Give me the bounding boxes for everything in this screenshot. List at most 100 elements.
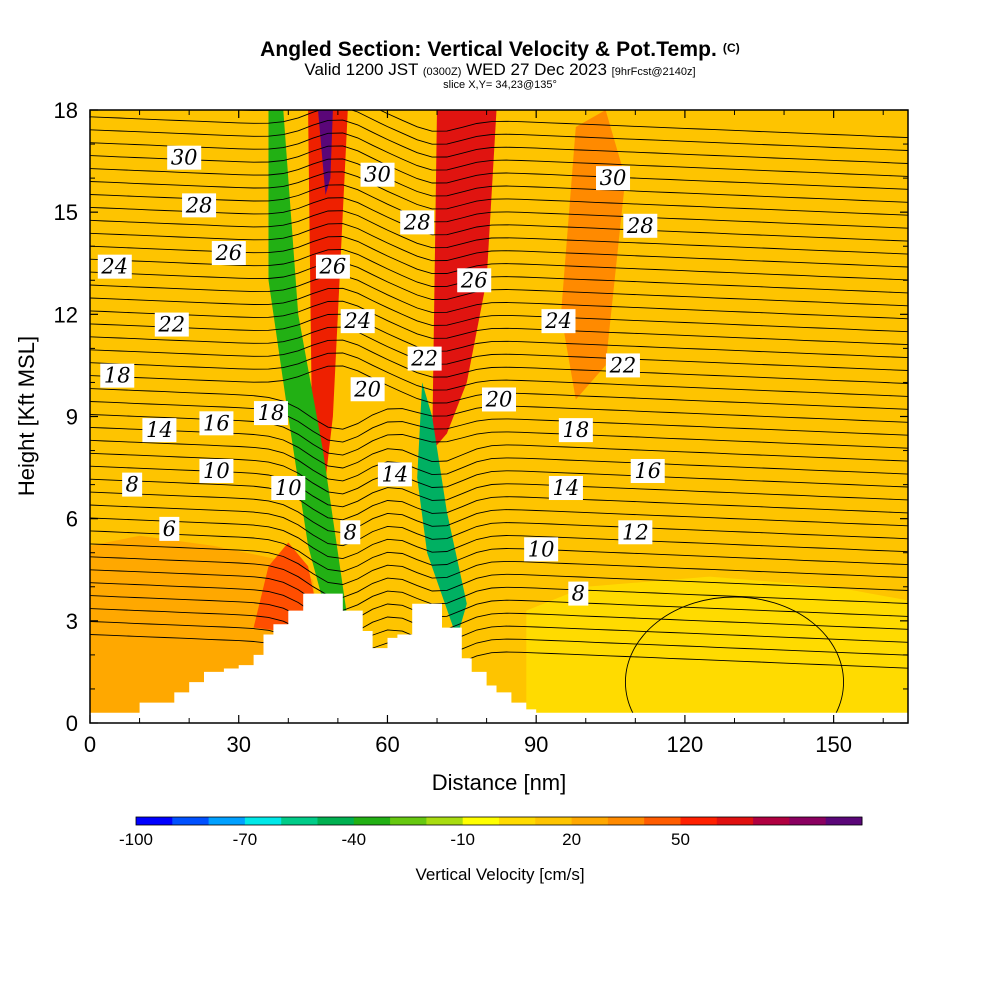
isentrope-line xyxy=(90,530,908,572)
isentrope-line xyxy=(90,145,908,190)
contour-label: 28 xyxy=(403,210,431,234)
isentrope-line xyxy=(90,110,908,151)
colorbar: -100 -70 -40 -10 20 50 xyxy=(119,816,863,849)
contour-label: 24 xyxy=(544,309,572,333)
contour-label: 30 xyxy=(364,163,391,187)
contour-label-box xyxy=(315,254,350,279)
isentrope-line xyxy=(90,197,908,242)
contour-label-box xyxy=(271,476,306,501)
title-block: Angled Section: Vertical Velocity & Pot.… xyxy=(0,36,1000,91)
isentrope-line xyxy=(90,621,908,663)
closed-contour xyxy=(625,596,844,723)
isentrope-line xyxy=(90,517,908,560)
isentrope-line xyxy=(90,491,908,534)
x-tick-label: 0 xyxy=(84,732,96,757)
contour-label: 16 xyxy=(634,459,661,483)
contour-label-box xyxy=(97,254,132,279)
contour-label-box xyxy=(457,268,492,293)
y-tick-label: 9 xyxy=(66,405,78,430)
contour-label-box xyxy=(340,309,375,334)
x-tick-label: 90 xyxy=(524,732,548,757)
contour-label: 8 xyxy=(572,582,585,606)
contour-label-box xyxy=(253,401,288,426)
y-tick-label: 6 xyxy=(66,507,78,532)
velocity-region-east-low xyxy=(526,576,908,723)
isentrope-line xyxy=(90,184,908,229)
contour-label-box xyxy=(618,520,653,545)
colorbar-swatch xyxy=(825,817,863,825)
colorbar-tick-label: -10 xyxy=(450,830,475,849)
contour-label: 18 xyxy=(258,401,285,425)
contour-label-box xyxy=(623,213,658,238)
valid-time: Valid 1200 JST xyxy=(304,60,419,79)
isentrope-line xyxy=(90,582,908,624)
contour-label-box xyxy=(407,346,442,371)
contour-label: 28 xyxy=(626,214,654,238)
isentrope-line xyxy=(90,326,908,371)
isentrope-line xyxy=(90,543,908,585)
y-tick-label: 0 xyxy=(66,711,78,736)
isentrope-line xyxy=(90,401,908,443)
colorbar-swatch xyxy=(462,817,500,825)
contour-label-box xyxy=(142,418,177,443)
y-axis-title: Height [Kft MSL] xyxy=(14,336,39,496)
isentrope-line xyxy=(90,119,908,164)
y-tick-label: 18 xyxy=(54,98,78,123)
copyright-mark: (C) xyxy=(722,41,740,55)
contour-label-box xyxy=(400,210,435,235)
isentrope-line xyxy=(227,110,908,139)
contour-label-box xyxy=(605,353,640,378)
potential-temperature-contours xyxy=(90,110,908,723)
colorbar-swatch xyxy=(317,817,355,825)
contour-label: 30 xyxy=(171,146,198,170)
y-axis: 0 3 6 9 12 15 18 xyxy=(54,98,908,736)
contour-label: 22 xyxy=(157,313,185,337)
isentrope-line xyxy=(90,595,908,637)
contour-label: 26 xyxy=(214,241,242,265)
colorbar-swatch xyxy=(753,817,790,825)
contour-label-box xyxy=(524,537,559,562)
isentrope-line xyxy=(90,608,908,650)
contour-label-box xyxy=(541,309,576,334)
contour-label-box xyxy=(340,520,361,545)
colorbar-frame xyxy=(135,816,863,826)
utc-time: (0300Z) xyxy=(422,66,462,78)
contour-label-box xyxy=(100,363,135,388)
x-tick-label: 30 xyxy=(226,732,250,757)
isentrope-line xyxy=(90,634,908,676)
contour-label: 14 xyxy=(146,418,173,442)
isentrope-line xyxy=(90,439,908,482)
contour-label: 30 xyxy=(600,166,627,190)
isentrope-line xyxy=(90,287,908,333)
colorbar-swatch xyxy=(535,817,573,825)
contour-label-box xyxy=(154,312,189,337)
contour-label: 20 xyxy=(485,387,513,411)
x-axis-title: Distance [nm] xyxy=(432,770,567,795)
colorbar-swatch xyxy=(353,817,391,825)
contour-label-box xyxy=(122,472,143,497)
isentrope-line xyxy=(90,504,908,547)
colorbar-swatch xyxy=(680,817,718,825)
isentrope-line xyxy=(90,339,908,384)
colorbar-swatch xyxy=(244,817,282,825)
isentrope-line xyxy=(90,478,908,521)
isentrope-line xyxy=(90,132,908,177)
velocity-region-downdraft-west xyxy=(268,110,348,638)
isentrope-line xyxy=(90,210,908,255)
contour-label: 22 xyxy=(410,347,438,371)
contour-label: 18 xyxy=(562,418,589,442)
isentrope-line xyxy=(90,569,908,611)
x-tick-label: 60 xyxy=(375,732,399,757)
contour-label: 14 xyxy=(553,476,580,500)
contour-label: 20 xyxy=(353,377,381,401)
isentrope-line xyxy=(90,556,908,598)
contour-label-box xyxy=(199,411,234,436)
valid-date: WED 27 Dec 2023 xyxy=(466,60,607,79)
isentrope-line xyxy=(90,300,908,346)
slice-info: slice X,Y= 34,23@135° xyxy=(443,79,557,91)
contour-label-box xyxy=(182,193,217,218)
contour-label: 24 xyxy=(100,255,128,279)
isentrope-line xyxy=(90,352,908,397)
